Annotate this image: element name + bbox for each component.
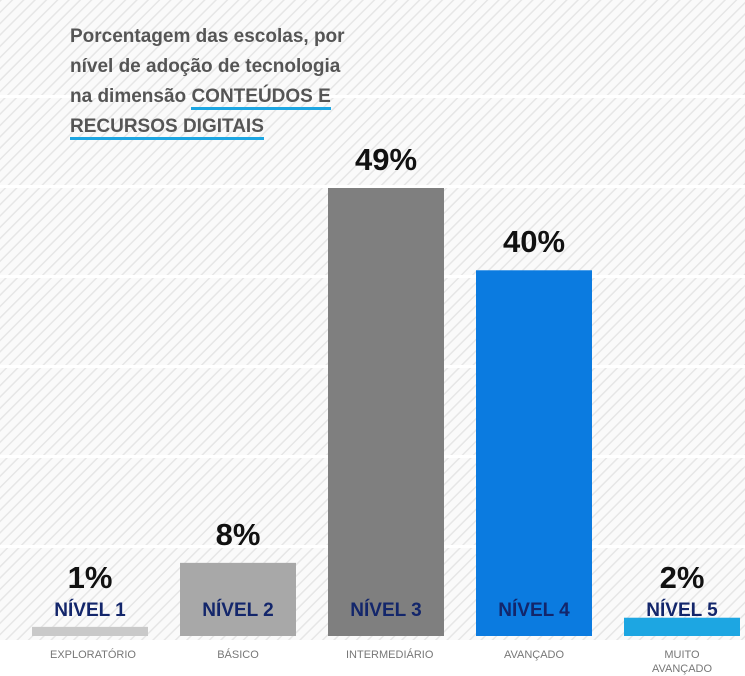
value-label: 40% <box>502 224 566 260</box>
title-emphasis: CONTEÚDOS E RECURSOS DIGITAIS <box>70 86 331 140</box>
level-label: NÍVEL 4 <box>498 600 570 621</box>
sub-label: BÁSICO <box>217 649 259 661</box>
sub-label: EXPLORATÓRIO <box>50 649 136 661</box>
value-label: 1% <box>67 560 113 595</box>
bar <box>180 562 296 636</box>
chart-title: Porcentagem das escolas, por nível de ad… <box>70 22 345 142</box>
bar <box>328 188 444 636</box>
level-label: NÍVEL 5 <box>646 600 718 621</box>
value-label: 8% <box>215 516 261 552</box>
value-label: 2% <box>659 560 705 595</box>
sub-label: INTERMEDIÁRIO <box>346 649 434 661</box>
sub-label: MUITO AVANÇADO <box>651 649 713 675</box>
bar <box>32 626 148 636</box>
level-label: NÍVEL 2 <box>202 600 274 621</box>
sub-label: AVANÇADO <box>503 649 565 661</box>
value-label: 49% <box>354 142 418 177</box>
level-label: NÍVEL 1 <box>54 600 126 621</box>
title-text: Porcentagem das escolas, por nível de ad… <box>70 26 345 107</box>
bar <box>624 617 740 636</box>
bar <box>476 270 592 636</box>
level-label: NÍVEL 3 <box>350 600 422 621</box>
